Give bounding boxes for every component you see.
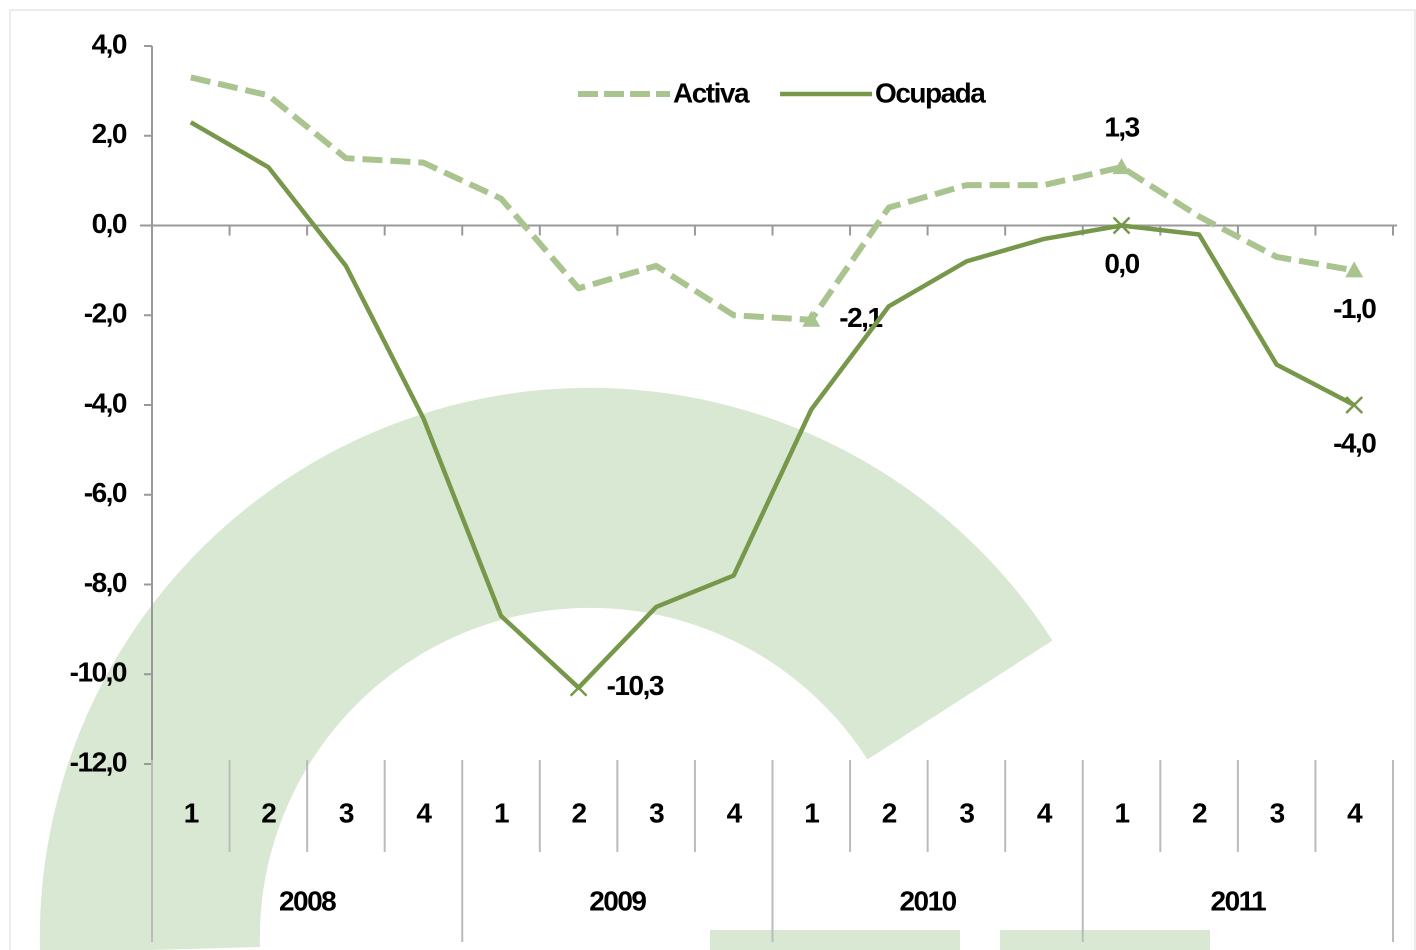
x-tick-label: 1 <box>494 797 509 828</box>
x-tick-label: 2 <box>261 797 276 828</box>
x-tick-label: 4 <box>1037 797 1053 828</box>
x-tick-label: 4 <box>416 797 432 828</box>
y-tick-label: -10,0 <box>70 657 127 688</box>
group-label: 2011 <box>1211 885 1267 916</box>
data-label: -2,1 <box>839 302 882 333</box>
x-tick-label: 2 <box>882 797 897 828</box>
group-label: 2010 <box>899 885 956 916</box>
x-tick-label: 4 <box>727 797 743 828</box>
x-tick-label: 4 <box>1347 797 1363 828</box>
marker <box>569 678 588 697</box>
y-tick-label: -2,0 <box>84 298 127 329</box>
x-tick-label: 1 <box>1114 797 1129 828</box>
marker <box>1345 396 1364 414</box>
group-label: 2009 <box>589 885 646 916</box>
x-tick-label: 1 <box>184 797 199 828</box>
y-tick-label: -4,0 <box>84 387 127 418</box>
data-label: -4,0 <box>1333 427 1376 458</box>
x-tick-label: 3 <box>1270 797 1285 828</box>
y-tick-label: 2,0 <box>92 118 127 149</box>
marker <box>1112 158 1131 175</box>
legend-label: Activa <box>673 77 750 108</box>
watermark-block <box>1000 930 1210 950</box>
y-tick-label: -8,0 <box>84 567 127 598</box>
legend-label: Ocupada <box>875 77 986 108</box>
series-line <box>190 74 1355 323</box>
y-tick-label: -12,0 <box>70 746 127 777</box>
data-label: 1,3 <box>1104 112 1139 143</box>
data-label: -1,0 <box>1333 293 1376 324</box>
plot: -12,0 -10,0 -8,0 -6,0 -4,0 -2,0 0,0 2,0 4,0 1 2 3 4 1… <box>70 28 1397 942</box>
marker <box>802 310 821 327</box>
watermark-block <box>710 930 960 950</box>
data-label: 0,0 <box>1104 248 1139 279</box>
x-tick-label: 2 <box>1192 797 1207 828</box>
group-label: 2008 <box>279 885 336 916</box>
y-tick-label: 0,0 <box>92 208 127 239</box>
y-tick-label: -6,0 <box>84 477 127 508</box>
marker <box>1112 216 1131 235</box>
x-tick-label: 3 <box>959 797 974 828</box>
x-tick-label: 3 <box>649 797 664 828</box>
x-tick-label: 2 <box>572 797 587 828</box>
data-label: -10,3 <box>607 670 664 701</box>
marker <box>1345 261 1364 278</box>
series-line <box>189 120 1356 690</box>
x-tick-label: 3 <box>339 797 354 828</box>
x-tick-label: 1 <box>804 797 819 828</box>
y-tick-label: 4,0 <box>92 28 127 59</box>
